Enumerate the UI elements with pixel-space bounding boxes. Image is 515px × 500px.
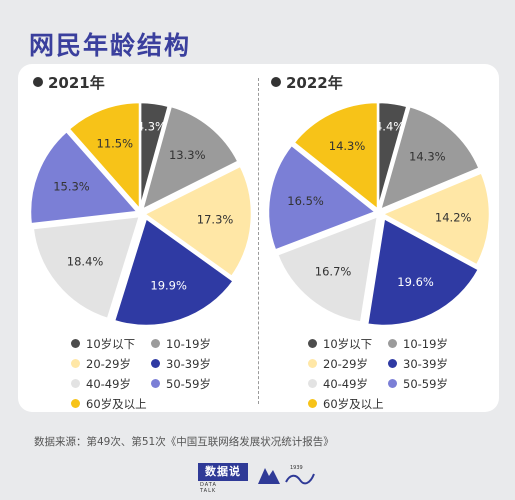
pie-slice	[31, 214, 142, 321]
legend-swatch	[71, 399, 80, 408]
legend-label: 50-59岁	[166, 377, 211, 391]
legend-label: 10-19岁	[403, 337, 448, 351]
legend-swatch	[388, 379, 397, 388]
legend-label: 40-49岁	[86, 377, 131, 391]
page-title: 网民年龄结构	[29, 31, 192, 60]
partner-year: 1939	[290, 465, 303, 471]
legend-label: 20-29岁	[86, 357, 131, 371]
pie-slice	[141, 163, 254, 279]
chart-title-2022: 2022年	[271, 72, 343, 93]
slice-label: 15.3%	[53, 179, 90, 193]
partner-logo: 1939	[258, 465, 315, 485]
legend-label: 30-39岁	[166, 357, 211, 371]
pie-slice	[266, 142, 379, 253]
legend-item: 30-39岁	[151, 356, 211, 372]
pie-slice	[378, 104, 482, 213]
pie-slice	[66, 100, 142, 214]
legend-item: 40-49岁	[308, 376, 368, 392]
legend-item: 10-19岁	[151, 336, 211, 352]
pie-slice	[28, 129, 141, 226]
legend-label: 20-29岁	[323, 357, 368, 371]
pie-slice	[291, 100, 380, 213]
pie-slice	[379, 170, 492, 268]
pie-slice	[275, 214, 380, 325]
slice-label: 14.2%	[435, 211, 472, 225]
source-note: 数据来源：第49次、第51次《中国互联网络发展状况统计报告》	[34, 436, 334, 448]
legend-swatch	[151, 379, 160, 388]
legend-label: 10岁以下	[323, 337, 373, 351]
legend-label: 60岁及以上	[86, 397, 147, 411]
pie-slice	[365, 216, 481, 328]
chart-title-text: 2022年	[286, 74, 343, 92]
legend-label: 10岁以下	[86, 337, 136, 351]
legend-swatch	[151, 359, 160, 368]
legend-item: 30-39岁	[388, 356, 448, 372]
legend-label: 30-39岁	[403, 357, 448, 371]
legend-item: 40-49岁	[71, 376, 131, 392]
legend-label: 40-49岁	[323, 377, 368, 391]
legend-swatch	[71, 379, 80, 388]
slice-label: 16.7%	[315, 264, 352, 278]
pie-slice	[112, 215, 236, 328]
legend-item: 20-29岁	[71, 356, 131, 372]
legend-item: 50-59岁	[151, 376, 211, 392]
legend-item: 10-19岁	[388, 336, 448, 352]
legend-label: 50-59岁	[403, 377, 448, 391]
brand-logo: 数据说	[198, 463, 248, 481]
pie-slice	[140, 104, 241, 213]
legend-swatch	[308, 339, 317, 348]
slice-label: 11.5%	[97, 136, 134, 150]
legend-label: 60岁及以上	[323, 397, 384, 411]
legend-swatch	[388, 359, 397, 368]
chart-title-text: 2021年	[48, 74, 105, 92]
slice-label: 13.3%	[169, 148, 206, 162]
slice-label: 18.4%	[67, 254, 104, 268]
legend-swatch	[151, 339, 160, 348]
brand-subtitle: DATA TALK	[200, 482, 217, 494]
legend-swatch	[308, 379, 317, 388]
slice-label: 14.3%	[409, 150, 446, 164]
slice-label: 4.3%	[137, 120, 166, 134]
slice-label: 14.3%	[329, 139, 366, 153]
slice-label: 4.4%	[375, 120, 404, 134]
legend-swatch	[71, 339, 80, 348]
legend-item: 10岁以下	[308, 336, 372, 352]
slice-label: 17.3%	[197, 213, 234, 227]
panel-divider	[258, 78, 259, 404]
slice-label: 19.6%	[397, 275, 434, 289]
legend-item: 60岁及以上	[71, 396, 147, 412]
legend-label: 10-19岁	[166, 337, 211, 351]
legend-swatch	[308, 359, 317, 368]
slice-label: 16.5%	[287, 194, 324, 208]
title-bullet	[33, 77, 43, 87]
slice-label: 19.9%	[150, 279, 187, 293]
title-bullet	[271, 77, 281, 87]
legend-item: 20-29岁	[308, 356, 368, 372]
legend-item: 50-59岁	[388, 376, 448, 392]
legend-swatch	[71, 359, 80, 368]
legend-item: 60岁及以上	[308, 396, 384, 412]
legend-swatch	[388, 339, 397, 348]
chart-title-2021: 2021年	[33, 72, 105, 93]
legend-item: 10岁以下	[71, 336, 135, 352]
legend-swatch	[308, 399, 317, 408]
